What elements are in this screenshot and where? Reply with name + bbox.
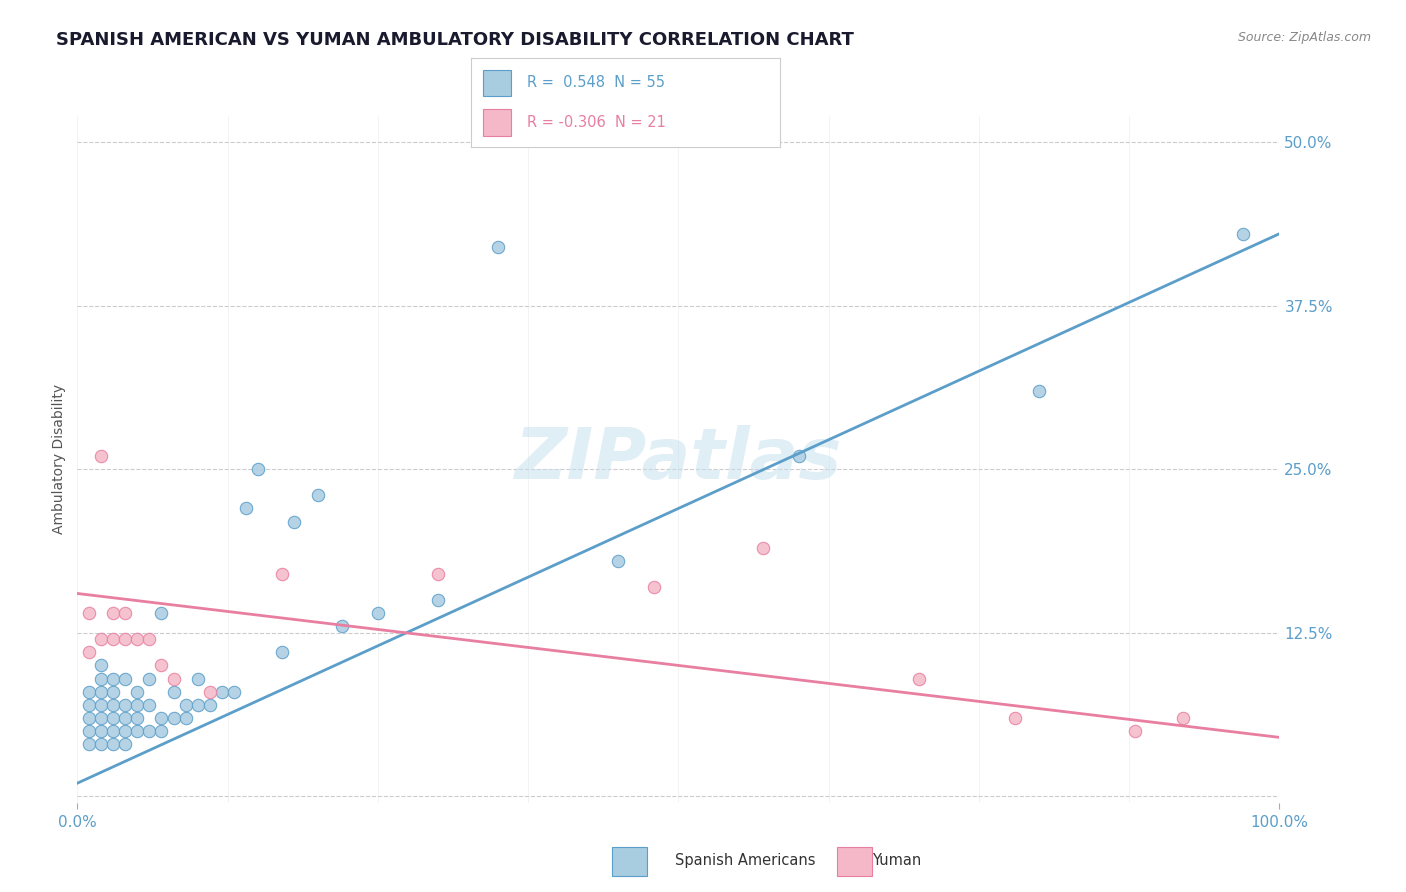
Point [150, 723, 173, 738]
Point [427, 566, 450, 581]
Point [90, 672, 112, 686]
Point [150, 606, 173, 620]
Point [1123, 723, 1146, 738]
Point [114, 632, 136, 647]
Point [90, 684, 112, 698]
Point [198, 684, 221, 698]
Point [787, 449, 810, 463]
Point [246, 462, 269, 476]
Point [79, 698, 101, 712]
Point [79, 606, 101, 620]
Point [79, 645, 101, 659]
Point [908, 672, 931, 686]
Point [138, 672, 160, 686]
Point [174, 711, 197, 725]
Point [127, 711, 149, 725]
Point [103, 606, 125, 620]
Point [127, 698, 149, 712]
Point [1004, 711, 1026, 725]
Point [114, 698, 136, 712]
Point [330, 619, 353, 633]
Point [114, 723, 136, 738]
Point [150, 658, 173, 673]
Point [127, 632, 149, 647]
Point [114, 672, 136, 686]
Point [307, 488, 329, 502]
Point [211, 684, 233, 698]
Point [103, 711, 125, 725]
Point [127, 723, 149, 738]
Point [103, 723, 125, 738]
Point [187, 672, 209, 686]
Text: Spanish Americans: Spanish Americans [675, 854, 815, 868]
Point [367, 606, 389, 620]
Point [79, 684, 101, 698]
Text: Source: ZipAtlas.com: Source: ZipAtlas.com [1237, 31, 1371, 45]
Text: SPANISH AMERICAN VS YUMAN AMBULATORY DISABILITY CORRELATION CHART: SPANISH AMERICAN VS YUMAN AMBULATORY DIS… [56, 31, 853, 49]
Point [103, 698, 125, 712]
Point [138, 698, 160, 712]
Point [486, 240, 509, 254]
Point [222, 684, 245, 698]
Point [103, 632, 125, 647]
Point [127, 684, 149, 698]
Point [79, 737, 101, 751]
Text: Yuman: Yuman [872, 854, 921, 868]
Point [90, 658, 112, 673]
Point [103, 672, 125, 686]
Point [751, 541, 773, 555]
Point [79, 723, 101, 738]
Point [162, 711, 184, 725]
Bar [484, 109, 512, 136]
Text: ZIPatlas: ZIPatlas [515, 425, 842, 494]
Point [607, 554, 630, 568]
Point [270, 566, 292, 581]
Point [114, 711, 136, 725]
Point [174, 698, 197, 712]
Point [103, 737, 125, 751]
Point [90, 632, 112, 647]
Point [198, 698, 221, 712]
Point [1173, 711, 1195, 725]
Point [1028, 384, 1050, 398]
Point [162, 684, 184, 698]
Point [79, 711, 101, 725]
Point [90, 449, 112, 463]
Point [90, 723, 112, 738]
Text: R =  0.548  N = 55: R = 0.548 N = 55 [527, 76, 665, 90]
Point [138, 723, 160, 738]
Y-axis label: Ambulatory Disability: Ambulatory Disability [52, 384, 66, 534]
Point [427, 593, 450, 607]
Point [103, 684, 125, 698]
Point [114, 737, 136, 751]
Point [187, 698, 209, 712]
Bar [484, 70, 512, 96]
Point [235, 501, 257, 516]
Point [643, 580, 665, 594]
Point [270, 645, 292, 659]
Point [90, 737, 112, 751]
Point [150, 711, 173, 725]
Point [90, 711, 112, 725]
Point [1232, 227, 1254, 241]
Point [90, 698, 112, 712]
Point [114, 606, 136, 620]
Point [283, 515, 305, 529]
Point [162, 672, 184, 686]
Text: R = -0.306  N = 21: R = -0.306 N = 21 [527, 115, 665, 129]
Point [138, 632, 160, 647]
